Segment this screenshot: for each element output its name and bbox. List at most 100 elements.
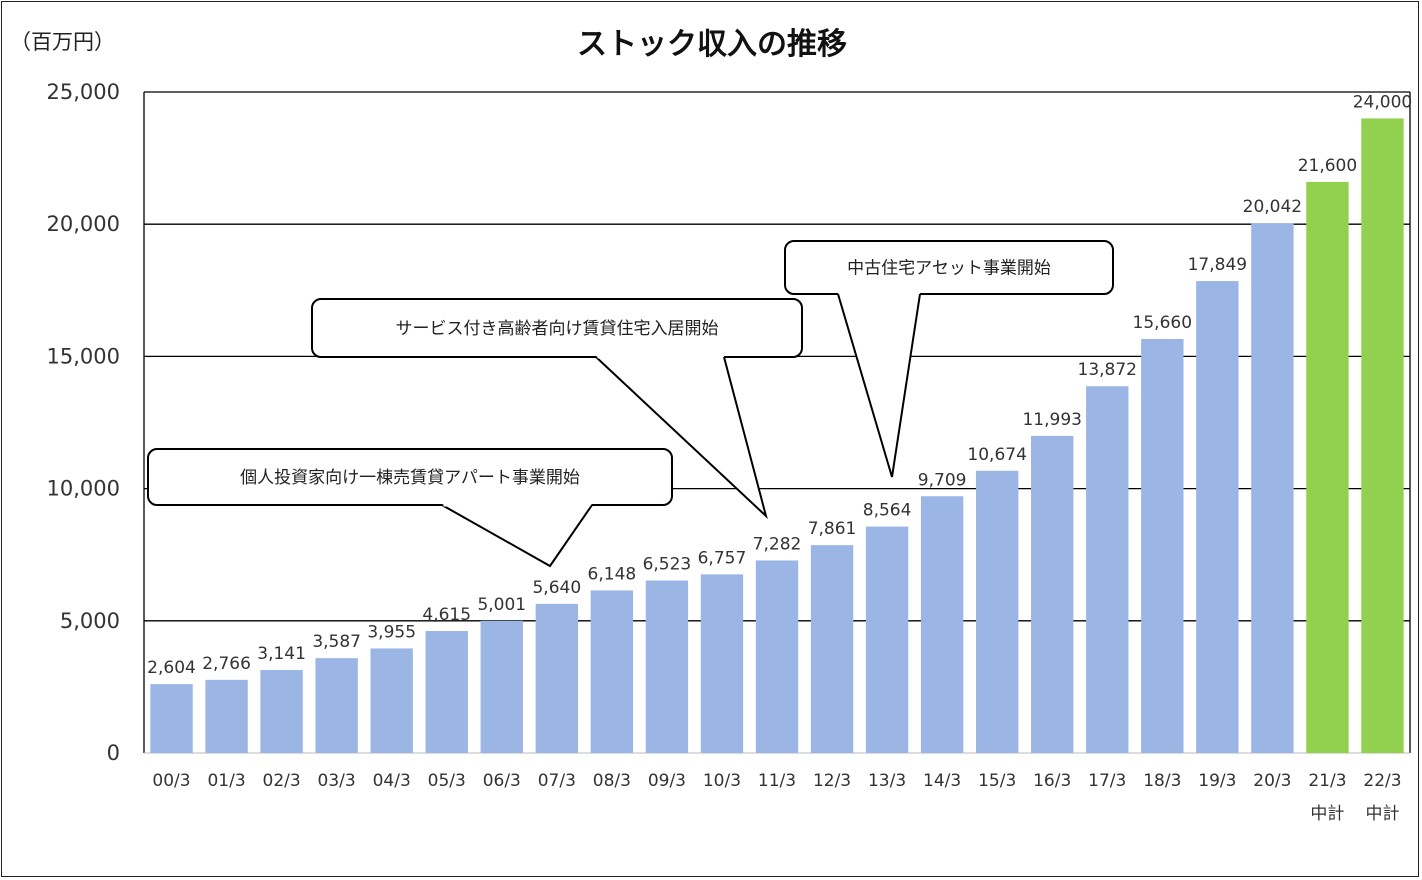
- callout-box: [147, 448, 673, 506]
- x-tick-label: 19/3: [1198, 771, 1236, 791]
- data-label: 13,872: [1078, 360, 1137, 380]
- data-label: 9,709: [918, 470, 967, 490]
- data-label: 5,001: [477, 595, 526, 615]
- bar-16-3: [1031, 435, 1074, 753]
- callout-1: 個人投資家向け一棟売賃貸アパート事業開始: [147, 448, 673, 568]
- annotations: 個人投資家向け一棟売賃貸アパート事業開始 サービス付き高齢者向け賃貸住宅入居開始 中…: [147, 240, 1114, 568]
- data-label: 10,674: [967, 445, 1026, 465]
- data-label: 15,660: [1133, 313, 1192, 333]
- x-tick-label: 17/3: [1088, 771, 1126, 791]
- x-tick-label: 02/3: [263, 771, 301, 791]
- x-tick-label: 11/3: [758, 771, 796, 791]
- y-tick-label: 20,000: [47, 212, 120, 236]
- bar-12-3: [810, 545, 854, 753]
- bar-18-3: [1141, 338, 1184, 753]
- y-tick-label: 15,000: [47, 344, 120, 368]
- bar-22-3: [1361, 118, 1404, 753]
- bar-04-3: [370, 648, 413, 753]
- chart-title: ストック収入の推移: [577, 27, 847, 62]
- callout-text: サービス付き高齢者向け賃貸住宅入居開始: [396, 319, 719, 339]
- y-unit-label: （百万円）: [10, 30, 115, 54]
- callout-pointer-fill: [442, 504, 592, 566]
- x-tick-label: 21/3: [1308, 771, 1346, 791]
- bar-20-3: [1251, 223, 1294, 753]
- data-label: 20,042: [1243, 197, 1302, 217]
- y-tick-label: 25,000: [47, 80, 120, 104]
- x-tick-label: 18/3: [1143, 771, 1181, 791]
- callout-text: 個人投資家向け一棟売賃貸アパート事業開始: [240, 468, 580, 488]
- data-label: 3,955: [367, 622, 416, 642]
- x-tick-label: 13/3: [868, 771, 906, 791]
- bar-01-3: [205, 679, 248, 753]
- callout-pointer-fill: [838, 293, 920, 477]
- callout-2: サービス付き高齢者向け賃貸住宅入居開始: [311, 298, 803, 520]
- data-label: 3,141: [257, 644, 306, 664]
- x-tick-label: 14/3: [923, 771, 961, 791]
- data-label: 6,523: [643, 555, 692, 575]
- callout-pointer: [837, 293, 921, 478]
- x-tick-sublabel: 中計: [1365, 804, 1399, 824]
- y-tick-label: 10,000: [47, 477, 120, 501]
- bar-19-3: [1196, 281, 1239, 753]
- callout-pointer: [595, 356, 768, 520]
- x-tick-label: 01/3: [207, 771, 245, 791]
- data-label: 24,000: [1353, 92, 1412, 112]
- data-label: 7,861: [808, 519, 857, 539]
- x-tick-label: 05/3: [428, 771, 466, 791]
- callout-box: [311, 298, 803, 358]
- y-tick-label: 5,000: [60, 609, 120, 633]
- bar-07-3: [535, 603, 579, 753]
- bars: [150, 118, 1404, 753]
- data-label: 11,993: [1022, 410, 1081, 430]
- data-labels: 2,604 2,766 3,141 3,587 3,955 4,615 5,001 5,640…: [147, 92, 1412, 678]
- data-label: 17,849: [1188, 255, 1247, 275]
- callout-box: [784, 240, 1114, 295]
- x-tick-label: 00/3: [152, 771, 190, 791]
- y-tick-label: 0: [107, 741, 120, 765]
- bar-09-3: [645, 580, 689, 753]
- data-label: 21,600: [1298, 156, 1357, 176]
- x-axis-ticks: 00/3 01/3 02/3 03/3 04/3 05/3 06/3 07/3 08/3 09/3…: [152, 771, 1401, 824]
- data-label: 6,757: [698, 548, 747, 568]
- data-label: 3,587: [312, 632, 361, 652]
- data-label: 4,615: [422, 605, 471, 625]
- data-label: 2,766: [202, 654, 251, 674]
- data-label: 2,604: [147, 658, 196, 678]
- x-tick-label: 12/3: [813, 771, 851, 791]
- bar-10-3: [700, 574, 744, 753]
- bar-06-3: [480, 620, 523, 753]
- x-tick-label: 20/3: [1253, 771, 1291, 791]
- x-tick-sublabel: 中計: [1310, 804, 1344, 824]
- bar-05-3: [425, 630, 468, 753]
- x-tick-label: 22/3: [1363, 771, 1401, 791]
- bar-02-3: [260, 669, 303, 753]
- x-tick-label: 08/3: [593, 771, 631, 791]
- data-label: 8,564: [863, 501, 912, 521]
- x-tick-label: 06/3: [483, 771, 521, 791]
- x-tick-label: 15/3: [978, 771, 1016, 791]
- x-tick-label: 09/3: [648, 771, 686, 791]
- bar-14-3: [920, 496, 964, 753]
- bar-17-3: [1086, 386, 1129, 753]
- data-label: 6,148: [588, 564, 637, 584]
- bar-21-3: [1306, 181, 1349, 753]
- x-tick-label: 16/3: [1033, 771, 1071, 791]
- data-label: 5,640: [532, 578, 581, 598]
- x-tick-label: 04/3: [373, 771, 411, 791]
- bar-15-3: [975, 470, 1019, 753]
- data-label: 7,282: [753, 534, 802, 554]
- callout-text: 中古住宅アセット事業開始: [847, 259, 1051, 279]
- bar-00-3: [150, 684, 193, 753]
- y-axis-ticks: 0 5,000 10,000 15,000 20,000 25,000: [47, 80, 120, 765]
- bar-08-3: [590, 590, 634, 753]
- x-tick-label: 07/3: [538, 771, 576, 791]
- callout-pointer: [441, 504, 593, 568]
- bar-13-3: [865, 526, 909, 753]
- callout-3: 中古住宅アセット事業開始: [784, 240, 1114, 478]
- x-tick-label: 10/3: [703, 771, 741, 791]
- x-tick-label: 03/3: [318, 771, 356, 791]
- bar-11-3: [755, 560, 799, 753]
- bar-03-3: [315, 658, 358, 753]
